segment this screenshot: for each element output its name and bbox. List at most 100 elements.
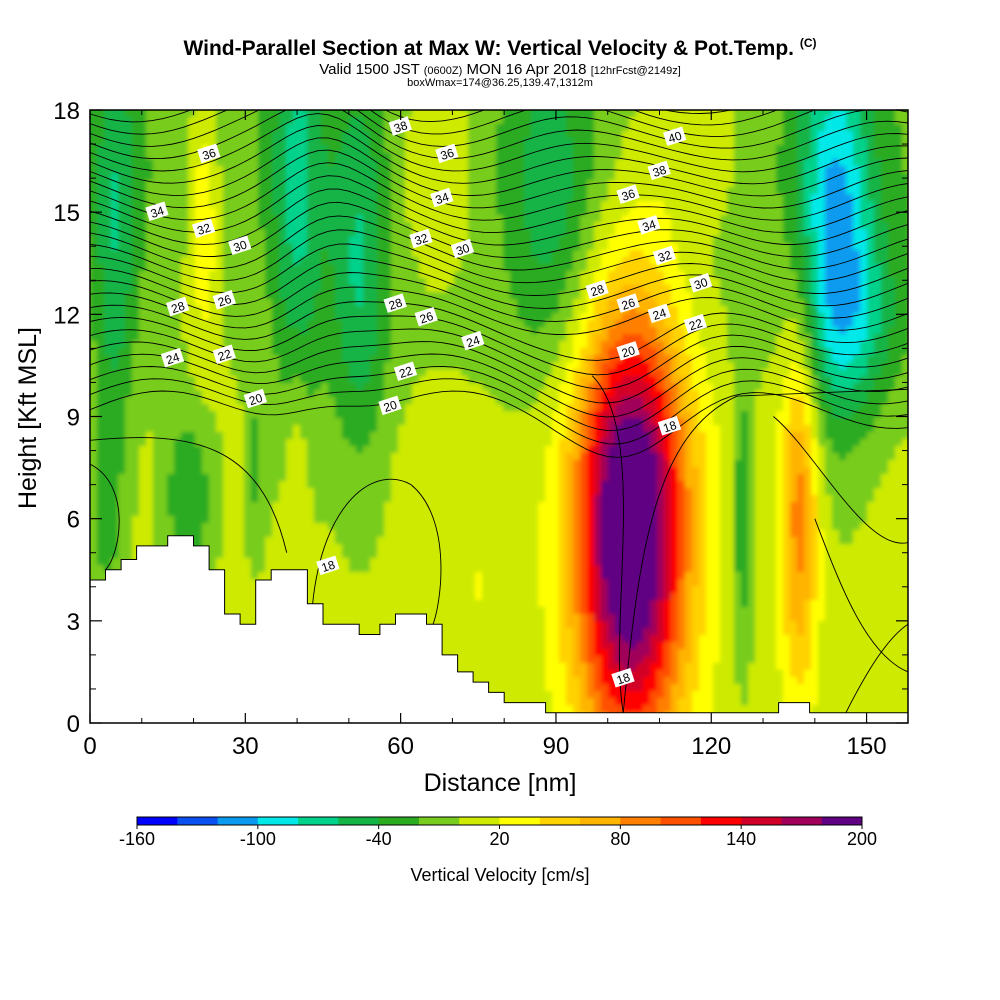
theta-label: 18 bbox=[611, 668, 635, 688]
theta-contour-line bbox=[90, 365, 908, 432]
x-tick-label: 120 bbox=[691, 733, 731, 760]
theta-contour-line bbox=[90, 272, 908, 322]
y-tick-label: 15 bbox=[53, 200, 80, 227]
theta-label: 18 bbox=[657, 416, 682, 436]
theta-label-text: 22 bbox=[397, 363, 414, 381]
x-tick-label: 90 bbox=[543, 733, 570, 760]
theta-label: 20 bbox=[616, 341, 640, 361]
theta-contour-line bbox=[90, 110, 778, 126]
theta-label-text: 38 bbox=[651, 162, 668, 180]
theta-label-text: 18 bbox=[661, 418, 678, 436]
theta-label-text: 26 bbox=[418, 309, 435, 327]
theta-label-text: 22 bbox=[216, 346, 233, 364]
theta-label-text: 20 bbox=[620, 343, 637, 361]
theta-label-text: 20 bbox=[247, 391, 264, 409]
theta-label-text: 18 bbox=[615, 670, 632, 688]
colorbar-segment bbox=[177, 817, 218, 825]
theta-label-text: 36 bbox=[439, 145, 456, 163]
theta-label: 26 bbox=[616, 293, 640, 313]
colorbar-tick-label: -100 bbox=[240, 829, 276, 849]
theta-label-text: 34 bbox=[641, 217, 658, 235]
theta-label-text: 20 bbox=[382, 397, 399, 415]
forecast-info: [12hrFcst@2149z] bbox=[590, 65, 681, 77]
theta-label: 24 bbox=[461, 330, 485, 351]
theta-label-text: 24 bbox=[164, 350, 181, 368]
y-tick-label: 18 bbox=[53, 98, 80, 125]
theta-contour-line bbox=[90, 175, 908, 234]
theta-contour-line bbox=[814, 518, 908, 673]
theta-label: 28 bbox=[166, 296, 190, 317]
colorbar-segment bbox=[298, 817, 339, 825]
theta-label: 32 bbox=[409, 228, 433, 249]
theta-contour-line bbox=[90, 286, 908, 335]
theta-label-text: 26 bbox=[216, 292, 233, 310]
colorbar-segment bbox=[338, 817, 380, 825]
theta-label: 30 bbox=[450, 238, 475, 259]
theta-label: 38 bbox=[388, 116, 412, 136]
copyright-mark: (C) bbox=[799, 36, 817, 50]
theta-label: 30 bbox=[228, 235, 252, 255]
x-tick-label: 60 bbox=[387, 733, 414, 760]
colorbar-segment bbox=[499, 817, 541, 825]
x-tick-label: 0 bbox=[83, 733, 96, 760]
colorbar-segment bbox=[580, 817, 621, 825]
theta-label-text: 34 bbox=[434, 190, 451, 208]
colorbar-tick-label: -160 bbox=[119, 829, 155, 849]
theta-label: 34 bbox=[637, 215, 661, 235]
box-wmax-info: boxWmax=174@36.25,139.47,1312m bbox=[407, 77, 593, 89]
terrain bbox=[90, 535, 908, 723]
theta-contour-line bbox=[90, 48, 908, 102]
theta-label: 28 bbox=[383, 293, 407, 313]
theta-contour-line bbox=[90, 137, 908, 197]
theta-contour-line bbox=[126, 110, 734, 114]
theta-label-text: 32 bbox=[195, 220, 212, 238]
theta-label-text: 36 bbox=[201, 145, 218, 163]
terrain-mask bbox=[90, 535, 908, 723]
theta-label-text: 30 bbox=[692, 275, 709, 293]
theta-contour-line bbox=[312, 478, 442, 628]
colorbar-tick-label: 20 bbox=[489, 829, 509, 849]
theta-contour-line bbox=[90, 463, 120, 571]
theta-label: 36 bbox=[616, 184, 640, 204]
theta-contour-line bbox=[90, 37, 908, 91]
theta-label: 24 bbox=[647, 303, 671, 324]
theta-label-text: 34 bbox=[149, 203, 166, 221]
theta-label: 34 bbox=[430, 187, 454, 208]
theta-label: 32 bbox=[652, 245, 677, 266]
theta-label: 30 bbox=[688, 273, 713, 293]
colorbar-segment bbox=[700, 817, 742, 825]
theta-contour-line bbox=[90, 437, 288, 553]
colorbar-segment bbox=[781, 817, 823, 825]
x-tick-label: 30 bbox=[232, 733, 259, 760]
theta-label-text: 28 bbox=[169, 299, 186, 317]
theta-label: 34 bbox=[145, 201, 169, 221]
colorbar-segment bbox=[539, 817, 581, 825]
y-tick-label: 9 bbox=[67, 405, 80, 432]
theta-label-text: 24 bbox=[465, 333, 482, 351]
theta-label: 18 bbox=[316, 555, 340, 576]
y-tick-label: 0 bbox=[67, 711, 80, 738]
y-axis-label: Height [Kft MSL] bbox=[14, 327, 42, 509]
colorbar-label: Vertical Velocity [cm/s] bbox=[410, 865, 589, 885]
theta-contour-line bbox=[90, 162, 908, 221]
theta-contour-line bbox=[90, 188, 908, 246]
colorbar-segment bbox=[217, 817, 259, 825]
theta-contour-line bbox=[90, 149, 908, 209]
theta-contour-line bbox=[90, 390, 908, 458]
theta-label-text: 38 bbox=[392, 118, 409, 136]
colorbar: -160 -100 -40 20 80 140 200 bbox=[119, 816, 877, 849]
theta-label: 38 bbox=[647, 160, 671, 181]
theta-label-text: 40 bbox=[666, 128, 683, 146]
theta-label: 22 bbox=[683, 313, 708, 334]
theta-contour-line bbox=[90, 229, 908, 284]
theta-label: 40 bbox=[663, 126, 687, 146]
theta-contour-line bbox=[90, 215, 908, 271]
x-axis-label: Distance [nm] bbox=[424, 769, 577, 797]
theta-label-text: 30 bbox=[454, 241, 471, 259]
theta-contour-line bbox=[90, 201, 908, 258]
theta-label-text: 24 bbox=[651, 305, 668, 323]
theta-label-text: 36 bbox=[620, 186, 637, 204]
